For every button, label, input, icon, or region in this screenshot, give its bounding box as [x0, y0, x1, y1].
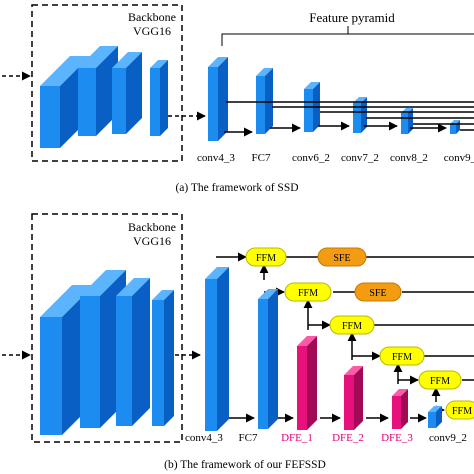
layer-label-a-5: conv8_2: [390, 152, 428, 164]
ffm-module-6: FFM: [445, 400, 474, 420]
ffm-label: FFM: [392, 352, 412, 363]
sfe-label: SFE: [369, 288, 386, 299]
pyramid-block-a-3: [304, 82, 320, 132]
sfe-module-1: SFE: [317, 247, 367, 267]
layer-label-a-1: conv4_3: [197, 152, 235, 164]
caption-a: (a) The framework of SSD: [175, 182, 298, 194]
layer-label-b-3: DFE_1: [281, 432, 313, 444]
ffm-label: FFM: [342, 321, 362, 332]
panel-b: Backbone VGG16 FFM SFE FFM SFE FFM FFM FFMFFM …: [2, 213, 474, 471]
layer-label-a-3: conv6_2: [292, 152, 330, 164]
layer-labels-b: conv4_3 FC7 DFE_1 DFE_2 DFE_3 conv9_2: [185, 432, 467, 444]
pyramid-block-a-4: [353, 97, 367, 133]
backbone-box-a: [31, 4, 183, 162]
pyramid-block-a-2: [256, 68, 273, 134]
vgg-block-a-4: [150, 60, 168, 136]
layer-label-b-6: conv9_2: [429, 432, 467, 444]
pyramid-lines-a: [224, 101, 474, 137]
vgg-block-b-3: [116, 278, 150, 426]
sfe-module-2: SFE: [354, 282, 402, 302]
pyramid-block-a-6: [450, 120, 460, 134]
ffm-label: FFM: [298, 288, 318, 299]
feature-pyramid-bracket: [221, 33, 474, 46]
panel-a: Backbone VGG16 Feature pyramid conv4_3 FC…: [2, 4, 474, 194]
sfe-label: SFE: [333, 253, 350, 264]
backbone-box-b: [31, 213, 183, 443]
pyramid-block-b-dfe1: [297, 336, 317, 430]
pyramid-block-b-conv4: [205, 267, 229, 431]
ffm-module-4: FFM: [379, 346, 425, 366]
feature-pyramid-label: Feature pyramid: [309, 10, 395, 25]
ffm-label: FFM: [256, 253, 276, 264]
layer-label-b-5: DFE_3: [381, 432, 413, 444]
ffm-label: FFM: [430, 376, 450, 387]
ffm-module-3: FFM: [329, 315, 375, 335]
backbone-title-b: Backbone: [128, 220, 176, 234]
layer-label-b-2: FC7: [239, 432, 258, 444]
pyramid-block-b-fc7: [258, 289, 278, 429]
backbone-subtitle-b: VGG16: [133, 234, 171, 248]
backbone-subtitle-a: VGG16: [133, 24, 171, 38]
pyramid-block-b-conv9: [428, 406, 442, 428]
layer-label-a-4: conv7_2: [341, 152, 379, 164]
pyramid-block-a-1: [208, 57, 228, 141]
ffm-module-2: FFM: [284, 282, 332, 302]
pyramid-block-b-dfe3: [392, 389, 408, 429]
pyramid-blocks-b: [205, 267, 442, 431]
vgg-block-b-4: [152, 290, 174, 426]
backbone-title-a: Backbone: [128, 10, 176, 24]
backbone-blocks-a: [40, 46, 168, 148]
layer-label-b-1: conv4_3: [185, 432, 223, 444]
backbone-blocks-b: [40, 270, 174, 435]
ffm-label: FFM: [452, 406, 472, 417]
caption-b: (b) The framework of our FEFSSD: [164, 459, 326, 471]
layer-label-a-6: conv9_: [444, 152, 474, 164]
layer-label-a-2: FC7: [252, 152, 271, 164]
pyramid-blocks-a: [208, 57, 460, 141]
ffm-module-5: FFM: [418, 370, 462, 390]
vgg-block-a-3: [112, 52, 142, 134]
modules-b: FFM SFE FFM SFE FFM FFM FFM FFM: [245, 247, 474, 420]
layer-label-b-4: DFE_2: [332, 432, 364, 444]
layer-labels-a: conv4_3 FC7 conv6_2 conv7_2 conv8_2 conv9_: [197, 152, 474, 164]
ffm-module-1: FFM: [245, 247, 287, 267]
pyramid-block-b-dfe2: [344, 366, 363, 430]
